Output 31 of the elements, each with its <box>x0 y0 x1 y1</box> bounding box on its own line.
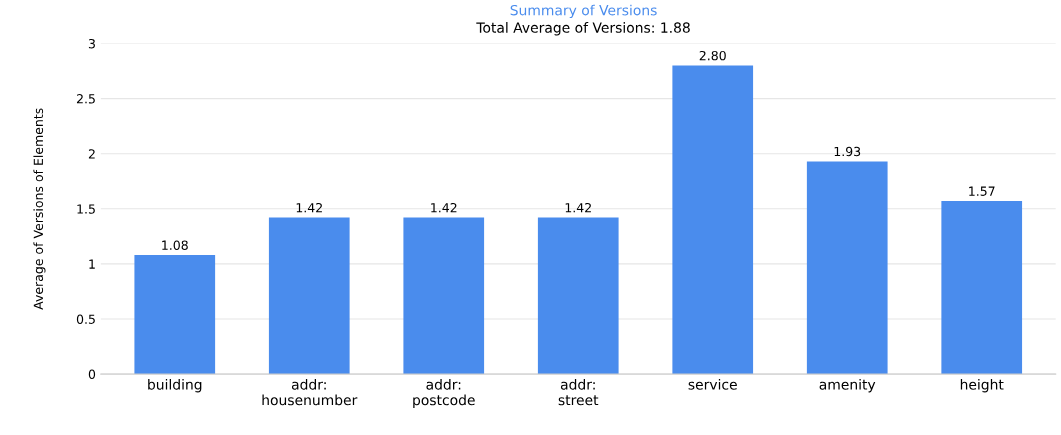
x-tick-label: service <box>688 378 737 390</box>
data-label: 2.80 <box>699 50 726 61</box>
chart-title: Summary of Versions <box>510 4 657 19</box>
bar <box>134 255 216 375</box>
data-label: 1.42 <box>431 202 457 213</box>
data-label: 1.42 <box>296 202 322 213</box>
y-axis-title: Average of Versions of Elements <box>33 108 46 310</box>
data-label: 1.57 <box>969 186 995 196</box>
bar <box>672 65 754 375</box>
x-tick-label: addr: postcode <box>413 378 475 408</box>
x-tick-label: building <box>148 378 202 393</box>
x-tick-label: height <box>960 378 1004 393</box>
data-label: 1.42 <box>565 202 591 213</box>
data-label: 1.93 <box>834 146 861 157</box>
y-tick-label: 3 <box>88 38 95 49</box>
bar <box>403 217 485 375</box>
bar <box>268 217 350 375</box>
data-label: 1.08 <box>162 240 188 250</box>
y-tick-label: 2 <box>88 149 95 159</box>
x-tick-label: addr: street <box>558 378 599 406</box>
y-tick-label: 0.5 <box>76 314 95 324</box>
bar <box>806 161 888 375</box>
bar <box>537 217 619 375</box>
x-tick-label: addr: housenumber <box>262 378 358 406</box>
x-tick-label: amenity <box>819 378 876 393</box>
y-tick-label: 1 <box>89 259 95 269</box>
y-tick-label: 2.5 <box>76 94 95 104</box>
bar <box>941 201 1023 375</box>
y-tick-label: 0 <box>88 369 96 380</box>
y-tick-label: 1.5 <box>77 204 95 214</box>
chart-subtitle: Total Average of Versions: 1.88 <box>476 22 690 36</box>
